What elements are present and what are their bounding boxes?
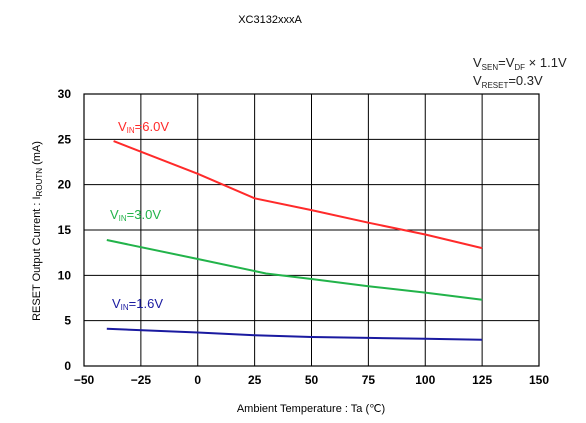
y-tick-label: 5 bbox=[64, 314, 71, 328]
y-tick-label: 20 bbox=[58, 178, 72, 192]
chart-title: XC3132xxxA bbox=[238, 14, 302, 26]
series-line-0 bbox=[113, 140, 483, 250]
x-tick-label: 75 bbox=[362, 373, 376, 387]
series-line-1 bbox=[106, 239, 483, 301]
series-labels: VIN=6.0V VIN=3.0V VIN=1.6V bbox=[110, 119, 169, 312]
x-tick-labels: −50 −25 0 25 50 75 100 125 150 bbox=[74, 373, 550, 387]
series-label-0: VIN=6.0V bbox=[118, 119, 169, 135]
y-tick-label: 25 bbox=[58, 132, 72, 146]
x-tick-label: 25 bbox=[248, 373, 262, 387]
x-tick-label: 0 bbox=[194, 373, 201, 387]
series-label-1: VIN=3.0V bbox=[110, 207, 161, 223]
series-label-2: VIN=1.6V bbox=[112, 296, 163, 312]
x-tick-label: 125 bbox=[472, 373, 492, 387]
x-tick-label: 50 bbox=[305, 373, 319, 387]
x-tick-label: −50 bbox=[74, 373, 95, 387]
condition-1: VRESET=0.3V bbox=[473, 73, 543, 90]
x-axis-label: Ambient Temperature : Ta (℃) bbox=[237, 403, 385, 415]
x-tick-label: 150 bbox=[529, 373, 549, 387]
y-tick-labels: 0 5 10 15 20 25 30 bbox=[58, 87, 72, 373]
y-tick-label: 30 bbox=[58, 87, 72, 101]
y-tick-label: 0 bbox=[64, 359, 71, 373]
x-tick-label: 100 bbox=[415, 373, 435, 387]
y-tick-label: 10 bbox=[58, 268, 72, 282]
x-tick-label: −25 bbox=[131, 373, 152, 387]
series-line-2 bbox=[106, 327, 483, 341]
series-lines bbox=[106, 140, 483, 341]
y-tick-label: 15 bbox=[58, 223, 72, 237]
grid bbox=[83, 93, 540, 367]
y-axis-label: RESET Output Current : IROUTN (mA) bbox=[31, 141, 44, 321]
condition-0: VSEN=VDF × 1.1V bbox=[473, 55, 567, 72]
plot-frame bbox=[83, 93, 540, 367]
